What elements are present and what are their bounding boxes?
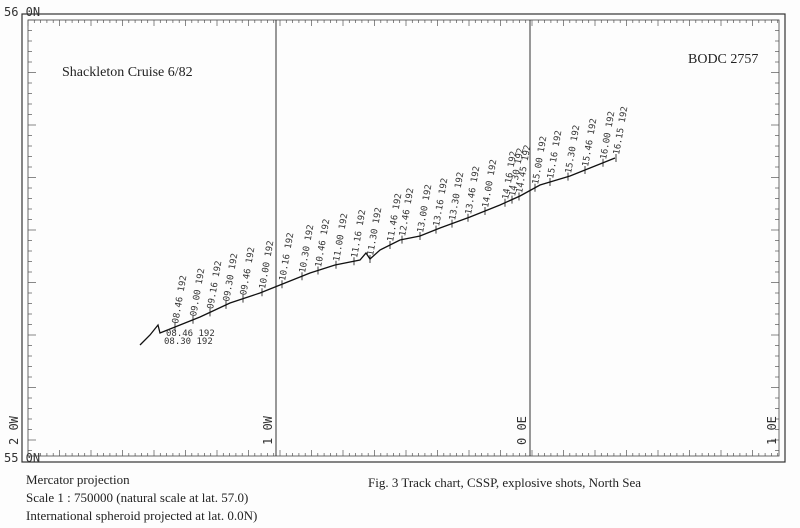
- spheroid-note: International spheroid projected at lat.…: [26, 508, 258, 523]
- shot-label: 10.16 192: [278, 232, 296, 282]
- shot-label: 10.00 192: [258, 240, 276, 290]
- shot-label: 10.46 192: [314, 218, 332, 268]
- scale-note: Scale 1 : 750000 (natural scale at lat. …: [26, 490, 249, 505]
- start-label: 08.30 192: [164, 337, 213, 347]
- corner-label: 56 0N: [4, 5, 40, 19]
- projection-note: Mercator projection: [26, 472, 130, 487]
- shot-label: 11.00 192: [332, 213, 350, 263]
- meridian-label: 2 0W: [7, 415, 21, 445]
- shot-label: 11.16 192: [350, 209, 368, 259]
- start-label: 08.46 192: [166, 329, 215, 339]
- outer-frame: [21, 13, 786, 463]
- meridian-label: 1 0W: [261, 415, 275, 445]
- shot-label: 09.30 192: [222, 253, 240, 303]
- shot-label: 09.00 192: [189, 268, 207, 318]
- shot-label: 13.46 192: [464, 165, 482, 215]
- shot-label: 08.46 192: [171, 275, 189, 325]
- ship-track: [139, 157, 616, 346]
- bottom-label: 55 0N: [4, 451, 40, 465]
- shot-label: 15.46 192: [581, 118, 599, 168]
- figure-caption: Fig. 3 Track chart, CSSP, explosive shot…: [368, 475, 642, 490]
- shot-label: 09.16 192: [206, 260, 224, 310]
- track-chart: 56 0N 55 0N Shackleton Cruise 6/82 BODC …: [4, 5, 786, 465]
- reference-id: BODC 2757: [688, 52, 758, 67]
- shot-label: 15.30 192: [564, 124, 582, 174]
- inner-frame: [27, 19, 780, 457]
- cruise-title: Shackleton Cruise 6/82: [62, 65, 193, 80]
- meridian-label: 0 0E: [515, 416, 529, 445]
- meridian-label: 1 0E: [765, 416, 779, 445]
- shot-label: 09.46 192: [239, 246, 257, 296]
- shot-label: 14.00 192: [481, 159, 499, 209]
